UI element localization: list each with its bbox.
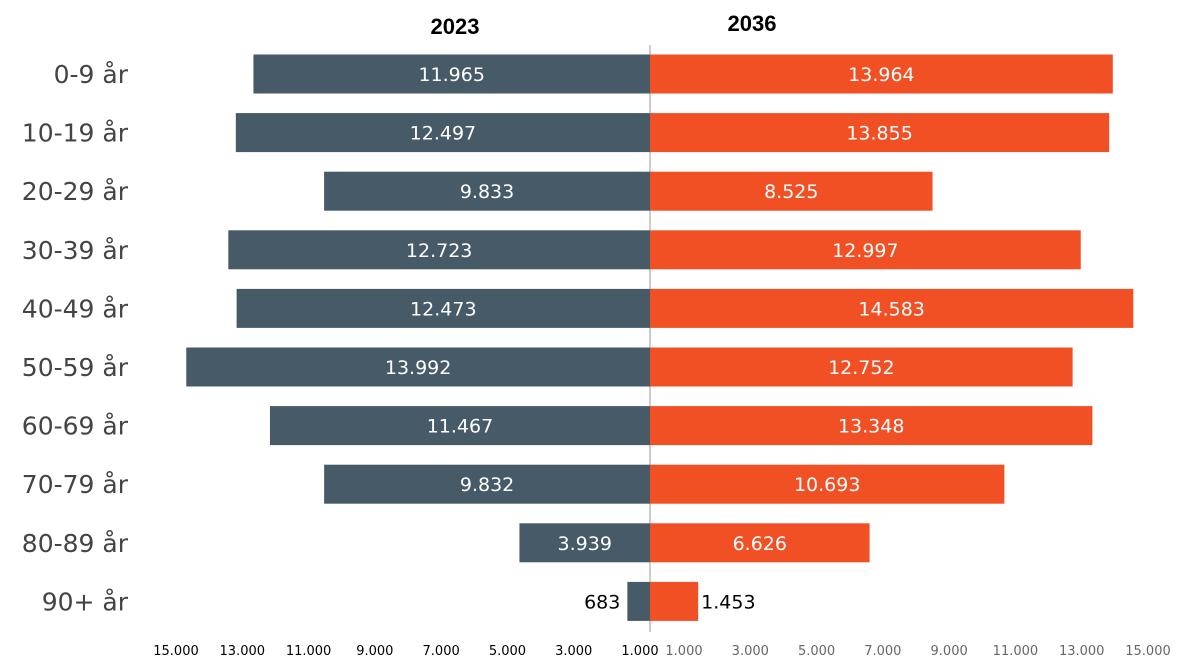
category-label-30-39-r: 30-39 år xyxy=(22,236,129,265)
x-tick-left-5-000: 5.000 xyxy=(489,644,526,658)
x-tick-left-9-000: 9.000 xyxy=(356,644,393,658)
bar-2036-40-49-r xyxy=(650,288,1134,328)
x-tick-right-9-000: 9.000 xyxy=(931,644,968,658)
category-label-60-69-r: 60-69 år xyxy=(22,412,129,441)
value-label-2036-70-79-r: 10.693 xyxy=(794,474,860,496)
value-label-2036-40-49-r: 14.583 xyxy=(858,298,924,320)
value-label-2023-10-19-r: 12.497 xyxy=(410,123,476,145)
value-label-2023-90-r: 683 xyxy=(584,591,620,613)
bar-2023-80-89-r xyxy=(519,523,650,563)
series-title-2036: 2036 xyxy=(728,11,777,36)
bar-2023-60-69-r xyxy=(269,406,650,446)
bar-2036-20-29-r xyxy=(650,171,933,211)
value-label-2023-70-79-r: 9.832 xyxy=(460,474,514,496)
x-tick-right-7-000: 7.000 xyxy=(864,644,901,658)
bar-2023-70-79-r xyxy=(324,464,650,504)
bars-group: 0-9 år 11.965 13.964 10-19 år 12.497 13.855 20… xyxy=(22,54,1134,621)
bar-2036-50-59-r xyxy=(650,347,1073,387)
x-tick-left-3-000: 3.000 xyxy=(555,644,592,658)
bar-2023-40-49-r xyxy=(236,288,651,328)
x-tick-right-1-000: 1.000 xyxy=(665,644,702,658)
x-tick-left-15-000: 15.000 xyxy=(153,644,199,658)
value-label-2036-30-39-r: 12.997 xyxy=(832,240,898,262)
value-label-2023-50-59-r: 13.992 xyxy=(385,357,451,379)
bar-2036-80-89-r xyxy=(650,523,870,563)
category-label-70-79-r: 70-79 år xyxy=(22,470,129,499)
category-label-40-49-r: 40-49 år xyxy=(22,294,129,323)
x-tick-right-5-000: 5.000 xyxy=(798,644,835,658)
value-label-2036-20-29-r: 8.525 xyxy=(764,181,818,203)
value-label-2023-20-29-r: 9.833 xyxy=(460,181,514,203)
value-label-2036-60-69-r: 13.348 xyxy=(838,416,904,438)
bar-2023-10-19-r xyxy=(235,113,650,153)
bar-2036-30-39-r xyxy=(650,230,1081,270)
x-tick-left-11-000: 11.000 xyxy=(286,644,332,658)
bar-2036-10-19-r xyxy=(650,113,1110,153)
x-tick-right-13-000: 13.000 xyxy=(1059,644,1105,658)
x-tick-right-15-000: 15.000 xyxy=(1125,644,1171,658)
bar-2036-90-r xyxy=(650,581,699,621)
category-label-90-r: 90+ år xyxy=(42,587,129,616)
value-label-2036-80-89-r: 6.626 xyxy=(733,533,787,555)
series-title-2023: 2023 xyxy=(431,14,480,39)
x-tick-left-1-000: 1.000 xyxy=(621,644,658,658)
value-label-2036-0-9-r: 13.964 xyxy=(848,64,914,86)
value-label-2023-60-69-r: 11.467 xyxy=(427,416,493,438)
bar-2036-60-69-r xyxy=(650,406,1093,446)
x-tick-left-7-000: 7.000 xyxy=(423,644,460,658)
category-label-0-9-r: 0-9 år xyxy=(54,60,129,89)
x-tick-right-3-000: 3.000 xyxy=(732,644,769,658)
category-label-80-89-r: 80-89 år xyxy=(22,529,129,558)
value-label-2036-50-59-r: 12.752 xyxy=(828,357,894,379)
value-label-2023-40-49-r: 12.473 xyxy=(410,298,476,320)
x-tick-right-11-000: 11.000 xyxy=(993,644,1039,658)
bar-2036-0-9-r xyxy=(650,54,1113,94)
x-tick-left-13-000: 13.000 xyxy=(220,644,266,658)
value-label-2023-80-89-r: 3.939 xyxy=(558,533,612,555)
bar-2023-0-9-r xyxy=(253,54,650,94)
bar-2023-30-39-r xyxy=(228,230,650,270)
category-label-10-19-r: 10-19 år xyxy=(22,119,129,148)
value-label-2023-0-9-r: 11.965 xyxy=(418,64,484,86)
value-label-2023-30-39-r: 12.723 xyxy=(406,240,472,262)
bar-2023-50-59-r xyxy=(186,347,650,387)
value-label-2036-10-19-r: 13.855 xyxy=(846,123,912,145)
bar-2023-90-r xyxy=(627,581,650,621)
category-label-20-29-r: 20-29 år xyxy=(22,177,129,206)
category-label-50-59-r: 50-59 år xyxy=(22,353,129,382)
bar-2036-70-79-r xyxy=(650,464,1005,504)
x-axis-ticks: 15.000 13.000 11.000 9.000 7.000 5.000 3.000 1.… xyxy=(153,644,1171,658)
bar-2023-20-29-r xyxy=(324,171,650,211)
value-label-2036-90-r: 1.453 xyxy=(701,591,755,613)
